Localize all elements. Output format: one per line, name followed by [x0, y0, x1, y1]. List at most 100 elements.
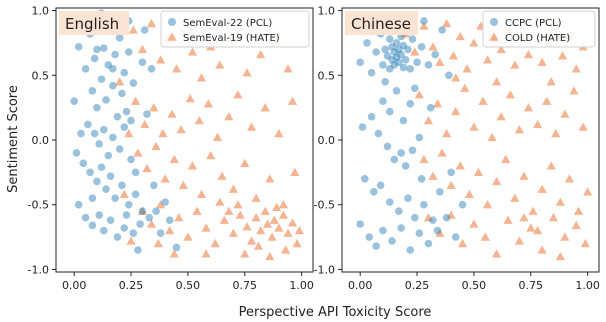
data-point-circle [426, 103, 435, 112]
data-point-triangle [137, 44, 148, 54]
data-point-triangle [564, 174, 575, 183]
data-point-triangle [224, 206, 234, 215]
data-point-circle [156, 229, 165, 237]
data-point-circle [447, 168, 455, 177]
data-point-triangle [235, 210, 245, 219]
data-point-triangle [176, 125, 186, 134]
data-point-triangle [492, 249, 502, 258]
data-point-circle [442, 213, 451, 222]
data-point-circle [134, 246, 142, 254]
data-point-triangle [140, 119, 150, 129]
data-point-circle [74, 200, 83, 209]
data-point-triangle [451, 73, 461, 82]
data-point-triangle [196, 189, 207, 199]
data-point-circle [424, 239, 433, 248]
data-point-triangle [519, 213, 529, 222]
data-point-circle [109, 133, 117, 142]
data-point-triangle [432, 99, 443, 108]
data-point-triangle [501, 154, 511, 164]
data-point-circle [406, 99, 415, 108]
data-point-triangle [217, 171, 227, 180]
legend-label: SemEval-19 (HATE) [183, 33, 280, 44]
data-point-triangle [262, 219, 273, 228]
data-point-triangle [542, 96, 552, 105]
data-point-circle [88, 87, 97, 95]
data-point-triangle [428, 42, 438, 51]
data-point-triangle [201, 249, 211, 258]
data-point-circle [390, 48, 399, 56]
data-point-circle [388, 237, 396, 245]
data-point-circle [399, 63, 408, 72]
data-point-triangle [451, 106, 461, 116]
data-point-triangle [210, 238, 220, 248]
data-point-triangle [478, 96, 488, 105]
data-point-circle [102, 185, 110, 193]
data-point-triangle [187, 47, 198, 56]
data-point-triangle [124, 128, 134, 138]
data-point-circle [408, 146, 417, 155]
data-point-triangle [274, 223, 284, 232]
data-point-triangle [423, 213, 434, 222]
data-point-circle [379, 226, 387, 235]
data-point-triangle [548, 213, 559, 222]
data-point-circle [435, 187, 444, 196]
data-point-triangle [487, 132, 497, 142]
data-point-triangle [251, 193, 261, 202]
data-point-triangle [571, 64, 581, 73]
data-point-triangle [482, 55, 493, 64]
data-point-triangle [290, 167, 300, 177]
data-point-triangle [126, 236, 136, 245]
data-point-circle [152, 207, 160, 215]
data-point-circle [363, 39, 371, 47]
data-point-triangle [283, 64, 293, 73]
data-point-circle [415, 229, 424, 237]
data-point-circle [365, 233, 374, 241]
data-point-circle [104, 61, 113, 69]
data-point-circle [113, 112, 122, 121]
data-point-triangle [578, 122, 588, 131]
panel-label: Chinese [351, 15, 411, 33]
data-point-triangle [206, 150, 216, 160]
data-point-triangle [464, 189, 474, 199]
data-point-triangle [457, 238, 468, 248]
data-point-circle [95, 140, 104, 148]
data-point-circle [372, 242, 380, 250]
data-point-circle [97, 163, 106, 171]
data-point-circle [165, 216, 174, 225]
data-point-circle [406, 65, 415, 73]
data-point-circle [385, 198, 394, 206]
data-point-triangle [201, 223, 211, 232]
data-point-circle [385, 107, 394, 116]
data-point-triangle [523, 103, 534, 112]
data-point-circle [115, 145, 124, 153]
data-point-circle [388, 55, 396, 64]
data-point-triangle [137, 206, 148, 215]
data-point-triangle [274, 128, 284, 138]
data-point-triangle [473, 167, 484, 177]
data-point-triangle [133, 148, 143, 157]
data-point-triangle [571, 220, 581, 230]
data-point-triangle [256, 49, 266, 59]
x-tick-label: 1.00 [289, 279, 314, 292]
data-point-triangle [128, 25, 138, 34]
data-point-circle [104, 151, 113, 160]
data-point-triangle [455, 161, 465, 170]
data-point-triangle [558, 51, 568, 60]
data-point-circle [115, 33, 124, 42]
data-point-triangle [242, 68, 252, 77]
data-point-circle [95, 211, 104, 219]
data-point-triangle [546, 77, 556, 86]
data-point-circle [111, 194, 119, 203]
data-point-triangle [149, 103, 159, 112]
data-point-circle [379, 97, 387, 105]
data-point-circle [77, 129, 85, 138]
data-point-triangle [287, 96, 298, 105]
data-point-circle [127, 116, 135, 125]
data-point-triangle [146, 18, 157, 28]
data-point-circle [420, 200, 428, 209]
data-point-circle [390, 155, 399, 164]
data-point-circle [86, 168, 94, 177]
data-point-circle [410, 213, 419, 222]
data-point-triangle [178, 180, 188, 189]
